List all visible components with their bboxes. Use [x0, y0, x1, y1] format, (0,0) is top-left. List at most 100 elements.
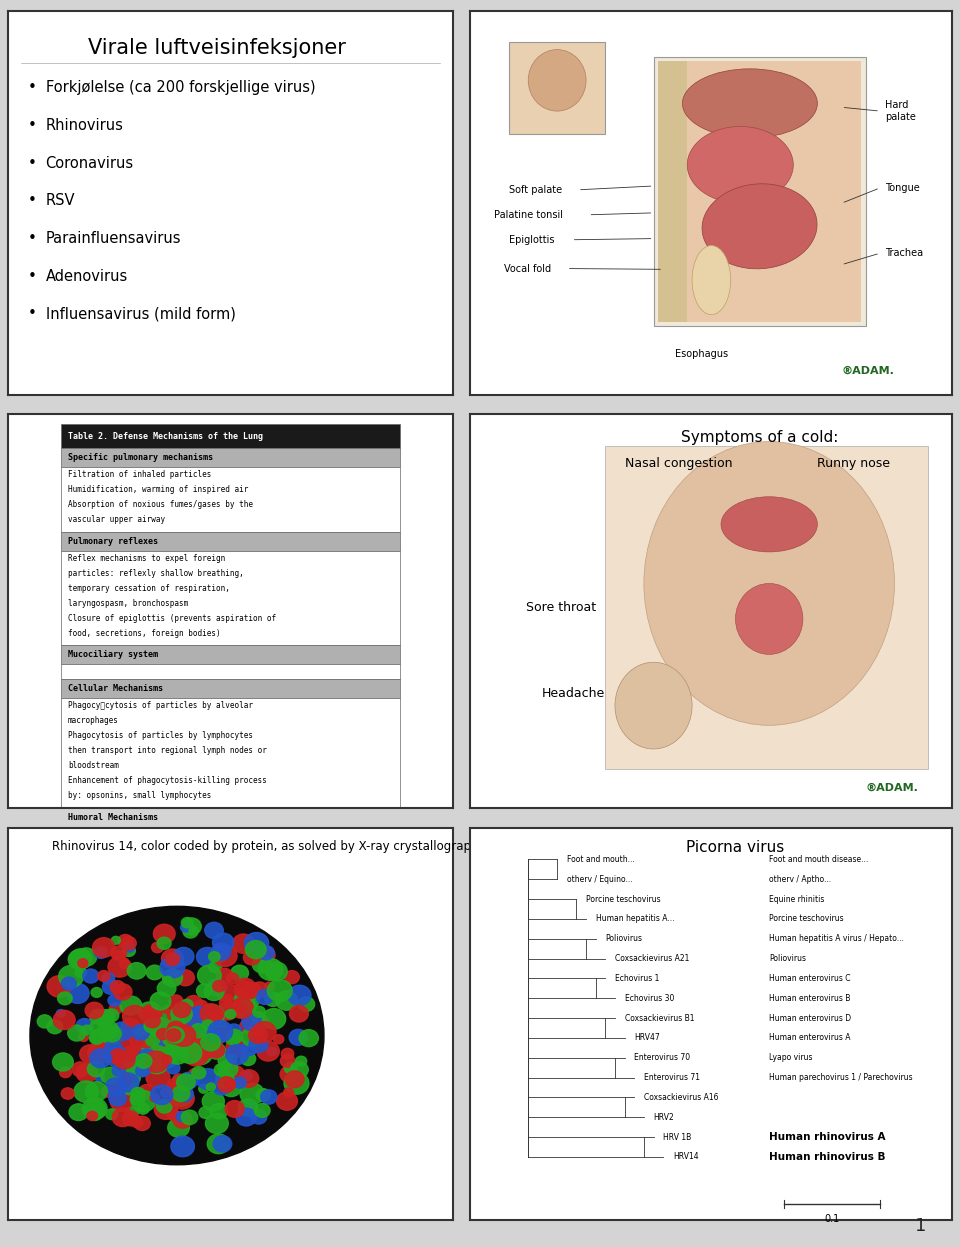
Circle shape — [146, 1067, 170, 1089]
Circle shape — [172, 1033, 182, 1042]
Circle shape — [106, 1109, 118, 1120]
Circle shape — [232, 934, 254, 953]
Circle shape — [284, 970, 300, 984]
Text: macrophages: macrophages — [68, 716, 119, 726]
Circle shape — [267, 1047, 276, 1055]
Circle shape — [180, 1014, 193, 1025]
Text: Equine rhinitis: Equine rhinitis — [769, 894, 825, 904]
Circle shape — [216, 983, 237, 1001]
Text: Pulmonary reflexes: Pulmonary reflexes — [68, 536, 157, 546]
Circle shape — [183, 1044, 208, 1066]
Text: Rhinovirus 14, color coded by protein, as solved by X-ray crystallography: Rhinovirus 14, color coded by protein, a… — [52, 839, 486, 853]
Circle shape — [172, 1010, 184, 1021]
Circle shape — [125, 943, 133, 950]
Circle shape — [230, 998, 253, 1019]
Circle shape — [136, 1057, 149, 1069]
Circle shape — [171, 1089, 192, 1106]
Circle shape — [80, 1045, 101, 1064]
Circle shape — [144, 1019, 160, 1033]
Circle shape — [156, 1026, 172, 1041]
Circle shape — [122, 945, 135, 956]
Circle shape — [171, 1005, 192, 1024]
Circle shape — [199, 1107, 212, 1119]
Circle shape — [94, 946, 108, 959]
Circle shape — [83, 969, 99, 983]
Circle shape — [179, 1072, 198, 1089]
Circle shape — [166, 1028, 185, 1045]
Circle shape — [243, 1014, 267, 1035]
Text: Enterovirus 70: Enterovirus 70 — [635, 1054, 690, 1062]
Circle shape — [54, 1010, 75, 1030]
Circle shape — [110, 1082, 128, 1097]
Circle shape — [157, 980, 176, 996]
Circle shape — [189, 1069, 200, 1077]
Circle shape — [178, 1033, 191, 1045]
Text: Table 2. Defense Mechanisms of the Lung: Table 2. Defense Mechanisms of the Lung — [68, 431, 263, 440]
Text: •: • — [28, 307, 36, 322]
Circle shape — [218, 1077, 235, 1092]
Circle shape — [256, 990, 273, 1004]
Circle shape — [251, 1110, 267, 1124]
Circle shape — [98, 1021, 118, 1039]
Circle shape — [113, 984, 132, 1000]
Circle shape — [85, 1003, 104, 1019]
Text: Vocal fold: Vocal fold — [504, 263, 551, 273]
Circle shape — [211, 943, 230, 960]
Circle shape — [47, 975, 71, 998]
Circle shape — [274, 1035, 284, 1044]
Circle shape — [242, 1041, 257, 1055]
Circle shape — [135, 1065, 149, 1077]
Text: Rhinovirus: Rhinovirus — [45, 118, 124, 133]
Circle shape — [176, 1111, 187, 1121]
Circle shape — [168, 1052, 180, 1062]
Circle shape — [208, 1020, 232, 1042]
Circle shape — [181, 1028, 192, 1036]
Circle shape — [200, 1004, 222, 1023]
Text: Hard
palate: Hard palate — [885, 100, 916, 122]
Circle shape — [117, 1072, 133, 1086]
Circle shape — [172, 1086, 190, 1101]
Circle shape — [251, 1011, 265, 1024]
Circle shape — [47, 1020, 62, 1034]
Circle shape — [135, 1054, 152, 1069]
Circle shape — [119, 960, 130, 969]
FancyBboxPatch shape — [61, 808, 399, 827]
Circle shape — [227, 1038, 249, 1057]
FancyBboxPatch shape — [61, 698, 399, 808]
Circle shape — [241, 1028, 263, 1046]
Text: Phagocy​cytosis of particles by alveolar: Phagocy​cytosis of particles by alveolar — [68, 701, 252, 711]
Text: Closure of epiglottis (prevents aspiration of: Closure of epiglottis (prevents aspirati… — [68, 614, 276, 622]
Circle shape — [236, 989, 254, 1005]
Circle shape — [118, 1067, 140, 1087]
Ellipse shape — [721, 496, 817, 552]
Circle shape — [30, 907, 324, 1165]
Circle shape — [216, 1071, 234, 1087]
Circle shape — [201, 1034, 221, 1051]
Circle shape — [168, 1119, 189, 1137]
Circle shape — [173, 1074, 185, 1085]
Circle shape — [162, 1028, 172, 1036]
Circle shape — [142, 1005, 161, 1021]
Circle shape — [95, 1074, 105, 1082]
Circle shape — [276, 991, 298, 1010]
Circle shape — [226, 1010, 236, 1019]
Circle shape — [238, 1099, 257, 1116]
Circle shape — [167, 1011, 178, 1020]
Circle shape — [220, 998, 231, 1009]
Text: Porcine teschovirus: Porcine teschovirus — [769, 914, 844, 923]
Circle shape — [162, 1028, 184, 1047]
Circle shape — [160, 956, 184, 978]
Text: HRV14: HRV14 — [673, 1152, 699, 1161]
Circle shape — [72, 1062, 88, 1076]
FancyBboxPatch shape — [61, 424, 399, 448]
Circle shape — [182, 918, 202, 935]
Circle shape — [261, 1090, 276, 1104]
Circle shape — [121, 1062, 132, 1071]
Text: Humidification, warming of inspired air: Humidification, warming of inspired air — [68, 485, 249, 494]
Circle shape — [203, 1020, 214, 1030]
Circle shape — [128, 963, 146, 979]
Circle shape — [109, 1003, 122, 1015]
Text: Echovirus 30: Echovirus 30 — [625, 994, 674, 1003]
Circle shape — [137, 1104, 149, 1114]
Circle shape — [84, 1101, 106, 1119]
